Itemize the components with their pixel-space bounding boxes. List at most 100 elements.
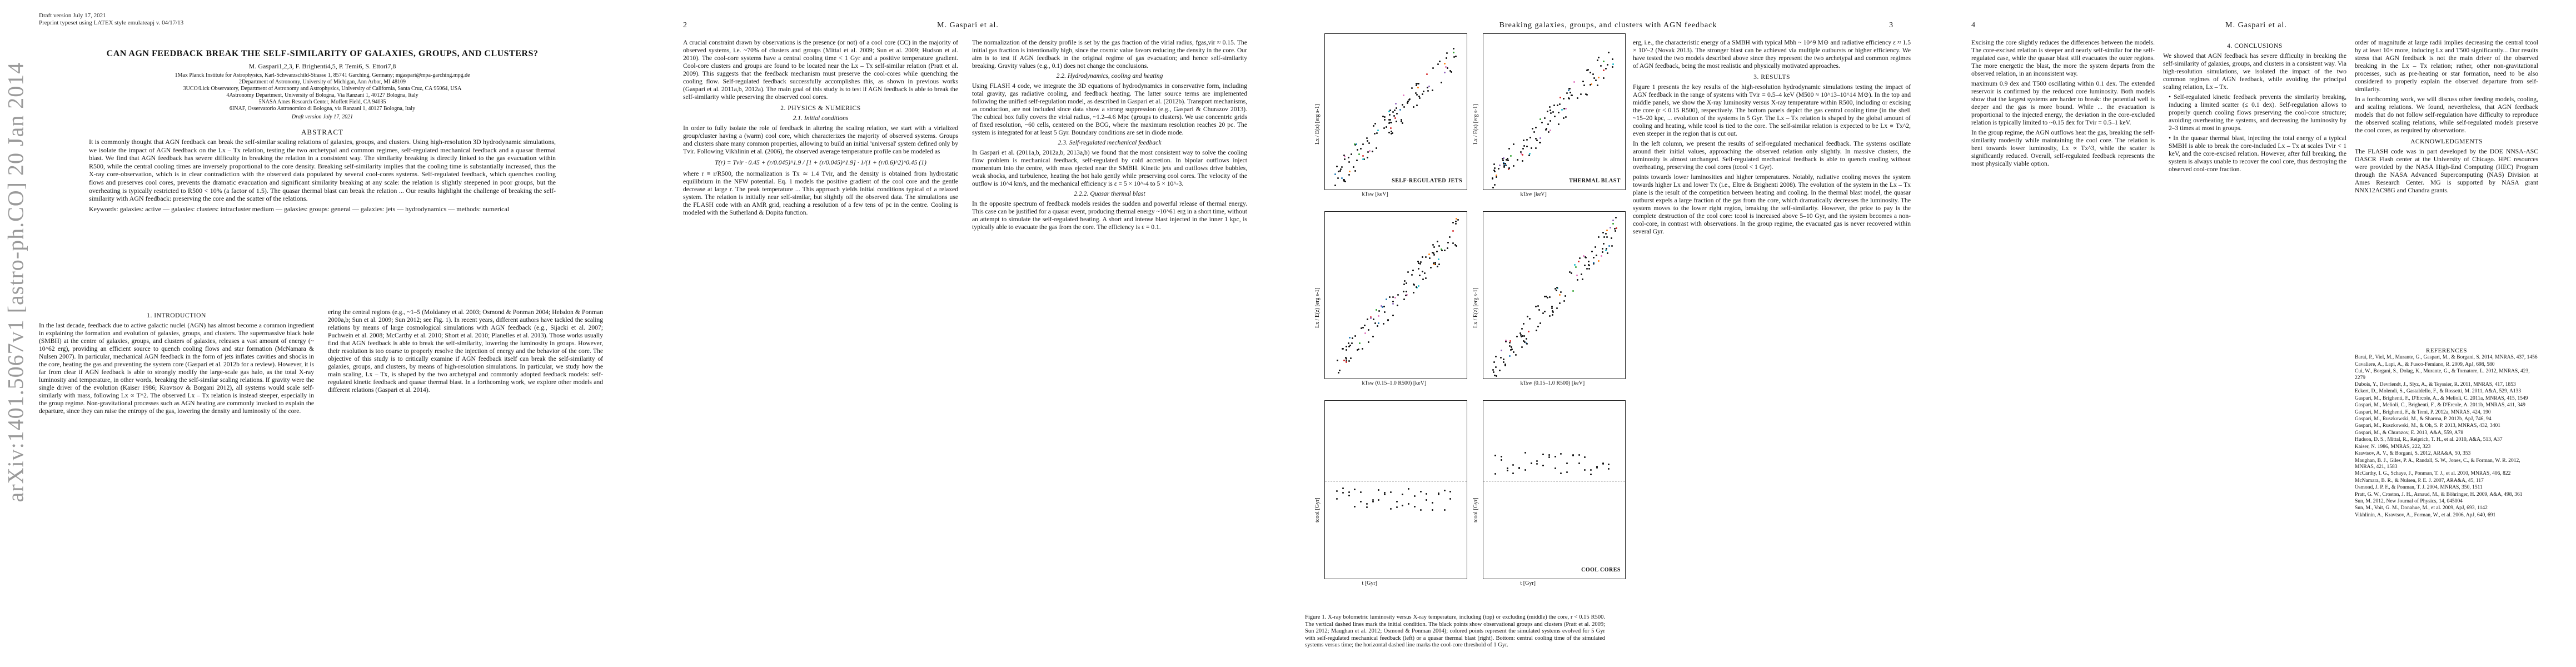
data-point: [1449, 497, 1452, 500]
data-point: [1383, 322, 1385, 325]
data-point: [1423, 91, 1425, 93]
section-heading: 1. INTRODUCTION: [147, 312, 206, 319]
data-point: [1498, 164, 1501, 166]
data-point: [1586, 93, 1588, 96]
data-point: [1578, 462, 1580, 464]
data-point: [1556, 307, 1558, 309]
data-point: [1560, 453, 1562, 455]
data-point: [1597, 77, 1600, 79]
data-point: [1510, 155, 1512, 157]
data-point: [1509, 355, 1511, 357]
data-point: [1397, 294, 1399, 296]
reference-entry: Barai, P., Viel, M., Murante, G., Gaspar…: [2355, 355, 2538, 361]
data-point: [1443, 509, 1446, 511]
data-point: [1551, 305, 1553, 307]
data-point: [1360, 148, 1362, 150]
data-point: [1493, 184, 1496, 186]
data-point: [1436, 251, 1438, 253]
data-point: [1499, 370, 1501, 372]
data-point: [1513, 351, 1515, 353]
data-point: [1444, 63, 1446, 65]
data-point: [1374, 123, 1377, 125]
data-point: [1358, 153, 1361, 156]
data-point: [1549, 109, 1552, 112]
data-point: [1368, 142, 1370, 145]
data-point: [1369, 317, 1372, 319]
data-point: [1572, 454, 1574, 456]
data-point: [1416, 104, 1418, 106]
data-point: [1504, 339, 1507, 341]
data-point: [1416, 286, 1418, 288]
data-point: [1389, 109, 1392, 111]
data-point: [1424, 272, 1426, 274]
x-axis-label: kTsw (0.15–1.0 R500) [keV]: [1362, 380, 1427, 386]
data-point: [1520, 151, 1522, 153]
data-point: [1608, 245, 1611, 247]
reference-entry: Sun, M. 2012, New Journal of Physics, 14…: [2355, 498, 2463, 504]
data-point: [1597, 84, 1599, 87]
data-point: [1553, 116, 1556, 118]
data-point: [1447, 242, 1449, 244]
data-point: [1536, 139, 1538, 141]
data-point: [1563, 117, 1565, 119]
data-point: [1492, 177, 1493, 179]
reference-entry: Osmond, J. P. F., & Ponman, T. J. 2004, …: [2355, 485, 2483, 491]
data-point: [1553, 104, 1555, 106]
data-point: [1421, 256, 1423, 258]
data-point: [1530, 462, 1532, 465]
data-point: [1593, 256, 1595, 258]
data-point: [1418, 82, 1420, 84]
data-point: [1558, 103, 1561, 106]
data-point: [1501, 350, 1502, 352]
data-point: [1597, 59, 1599, 62]
data-point: [1500, 357, 1502, 359]
data-point: [1428, 253, 1431, 256]
data-point: [1554, 467, 1556, 470]
data-point: [1419, 275, 1421, 277]
data-point: [1502, 159, 1504, 161]
data-point: [1605, 68, 1607, 70]
data-point: [1549, 315, 1551, 317]
data-point: [1454, 243, 1456, 246]
data-point: [1381, 305, 1383, 307]
data-point: [1413, 283, 1416, 286]
page2-column-right: The normalization of the density profile…: [972, 39, 1247, 231]
data-point: [1455, 245, 1457, 247]
data-point: [1500, 459, 1502, 461]
data-point: [1570, 272, 1572, 275]
data-point: [1568, 89, 1570, 92]
data-point: [1429, 266, 1432, 268]
data-point: [1539, 137, 1542, 140]
data-point: [1519, 334, 1522, 336]
data-point: [1389, 114, 1391, 116]
data-point: [1523, 145, 1526, 147]
data-point: [1346, 361, 1348, 364]
reference-entry: Gaspari, M., Melioli, C., Brighenti, F.,…: [2355, 402, 2525, 409]
data-point: [1596, 466, 1598, 469]
data-point: [1440, 248, 1442, 251]
data-point: [1510, 349, 1512, 351]
data-point: [1566, 471, 1568, 474]
reference-entry: Dubois, Y., Devriendt, J., Slyz, A., & T…: [2355, 382, 2516, 388]
data-point: [1542, 465, 1544, 467]
data-point: [1408, 487, 1409, 490]
data-point: [1452, 221, 1454, 223]
data-point: [1413, 292, 1415, 294]
data-point: [1563, 300, 1565, 302]
data-point: [1549, 120, 1551, 122]
data-point: [1557, 112, 1559, 114]
draft-header: Draft version July 17, 2021 Preprint typ…: [39, 12, 184, 26]
keywords: Keywords: galaxies: active — galaxies: c…: [89, 205, 510, 213]
data-point: [1547, 123, 1549, 125]
data-point: [1341, 166, 1343, 168]
data-point: [1583, 265, 1586, 267]
data-point: [1526, 338, 1528, 340]
data-point: [1532, 128, 1534, 130]
reference-entry: Pratt, G. W., Croston, J. H., Arnaud, M.…: [2355, 491, 2523, 497]
data-point: [1534, 138, 1537, 140]
data-point: [1449, 69, 1451, 72]
data-point: [1393, 115, 1395, 117]
data-point: [1377, 129, 1379, 131]
data-point: [1350, 357, 1352, 360]
data-point: [1337, 372, 1339, 374]
